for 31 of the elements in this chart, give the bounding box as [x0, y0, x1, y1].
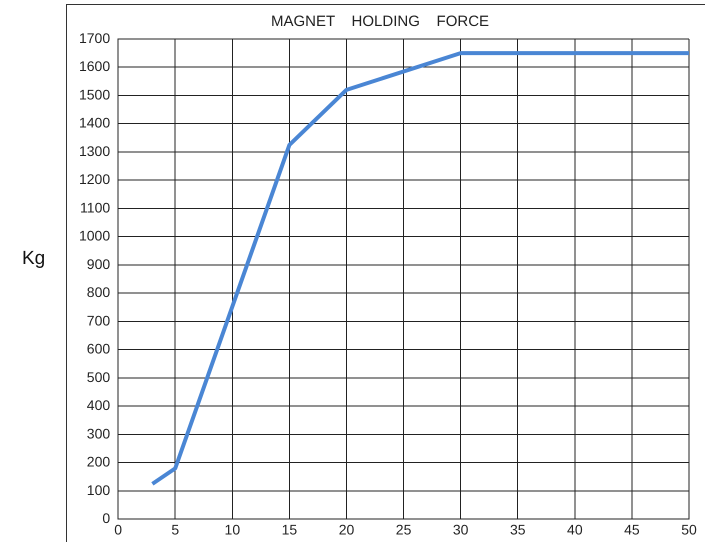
- x-tick-label: 45: [624, 521, 640, 538]
- y-tick-label: 0: [102, 510, 110, 526]
- x-tick-label: 15: [282, 521, 298, 538]
- chart-title: MAGNET HOLDING FORCE: [270, 13, 490, 30]
- x-tick-label: 40: [567, 521, 583, 538]
- y-tick-label: 700: [86, 312, 110, 328]
- y-tick-label: 1700: [78, 30, 110, 46]
- y-tick-label: 900: [86, 256, 110, 272]
- y-tick-label: 1000: [78, 228, 110, 244]
- y-tick-label: 600: [86, 340, 110, 357]
- y-tick-label: 1100: [80, 199, 110, 216]
- x-tick-label: 25: [396, 521, 412, 538]
- y-tick-label: 200: [86, 454, 110, 470]
- x-tick-label: 20: [338, 521, 354, 538]
- y-tick-label: 1200: [78, 171, 110, 188]
- x-tick-label: 35: [510, 521, 526, 538]
- y-axis-title: Kg: [22, 248, 46, 270]
- y-tick-label: 800: [86, 284, 110, 300]
- x-tick-label: 10: [224, 521, 240, 538]
- y-tick-label: 1300: [78, 142, 110, 159]
- y-tick-label: 1600: [78, 58, 110, 74]
- y-tick-label: 500: [86, 368, 110, 385]
- x-tick-label: 50: [681, 521, 697, 538]
- y-tick-label: 1400: [78, 114, 110, 131]
- y-tick-label: 1500: [78, 86, 110, 102]
- x-tick-label: 0: [114, 521, 122, 538]
- x-tick-label: 30: [452, 521, 469, 538]
- y-tick-label: 300: [86, 425, 110, 442]
- x-tick-label: 5: [171, 521, 180, 538]
- y-tick-label: 400: [86, 397, 110, 414]
- y-tick-label: 100: [86, 482, 110, 498]
